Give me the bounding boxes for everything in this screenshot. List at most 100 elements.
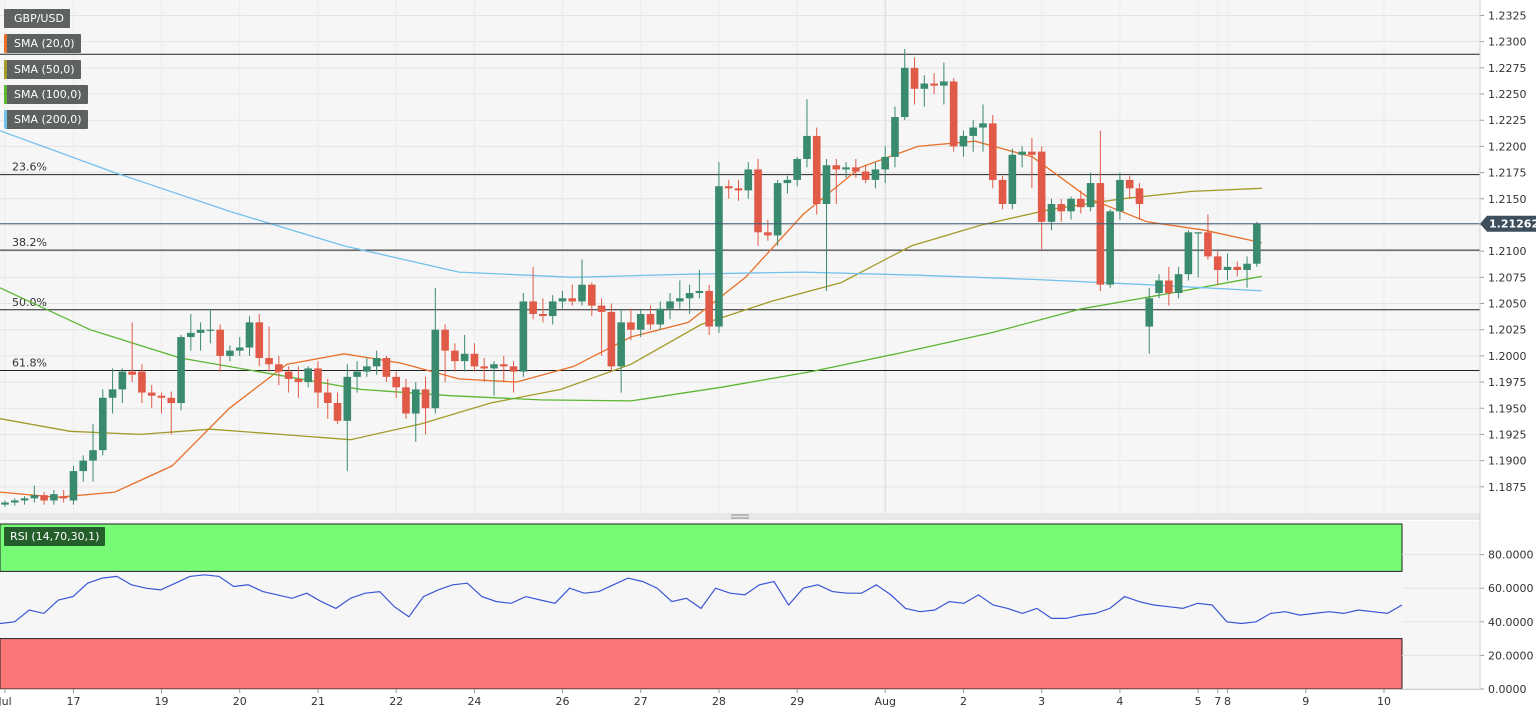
candle — [177, 334, 185, 411]
candle-body — [1028, 151, 1036, 155]
last-price-label: 1.21262 — [1489, 218, 1536, 231]
candle-body — [998, 179, 1007, 205]
time-tick-label: 24 — [467, 695, 481, 708]
candle-body — [99, 397, 107, 451]
candle — [255, 313, 264, 367]
rsi-tick-label: 60.0000 — [1488, 582, 1534, 595]
candle — [187, 313, 195, 351]
time-tick-label: 17 — [66, 695, 80, 708]
candle — [959, 130, 968, 157]
candle — [812, 127, 821, 215]
price-tick-label: 1.2300 — [1488, 36, 1527, 49]
candle-body — [40, 495, 48, 501]
legend-rsi[interactable]: RSI (14,70,30,1) — [4, 527, 106, 546]
candle-body — [1145, 298, 1154, 327]
candle — [656, 301, 665, 330]
candle — [881, 146, 889, 184]
candle-body — [59, 496, 68, 499]
rsi-zones — [0, 523, 1403, 690]
candle — [949, 78, 958, 152]
candle-body — [656, 308, 665, 325]
legend-sma20[interactable]: SMA (20,0) — [4, 34, 81, 53]
candle-body — [431, 329, 440, 409]
candle-body — [803, 135, 811, 159]
price-tick-label: 1.2025 — [1488, 324, 1527, 337]
candle-body — [1204, 232, 1212, 257]
candle — [588, 282, 596, 317]
candle-body — [1194, 232, 1202, 234]
candle — [1096, 130, 1105, 291]
candle — [979, 104, 987, 152]
candle-body — [245, 322, 254, 348]
candle-body — [50, 494, 58, 501]
candle-body — [1174, 274, 1183, 294]
sma-lines — [0, 130, 1262, 498]
candle — [392, 371, 400, 398]
candle-body — [812, 135, 821, 205]
candle — [930, 73, 938, 95]
candle-body — [1135, 188, 1144, 205]
candle — [519, 293, 528, 377]
candle — [597, 298, 606, 356]
candle-body — [646, 313, 655, 325]
legend-sma50[interactable]: SMA (50,0) — [4, 60, 81, 79]
candle — [314, 361, 322, 409]
candle-body — [1008, 154, 1017, 205]
candle — [1116, 172, 1124, 220]
candle-body — [578, 284, 586, 302]
candle — [548, 295, 557, 325]
candle-body — [79, 460, 88, 472]
candle-body — [754, 169, 762, 233]
time-tick-label: 10 — [1377, 695, 1391, 708]
price-axis: 1.1875 1.1900 1.1925 1.1950 1.1975 1.2000 1.20… — [1480, 9, 1527, 494]
rsi-axis: 0.0000 20.0000 40.0000 60.0000 80.0000 — [1480, 549, 1534, 696]
candle — [138, 364, 146, 404]
candle-body — [1086, 183, 1095, 208]
candle-body — [852, 167, 860, 172]
candle-body — [353, 371, 361, 377]
candle-body — [138, 371, 146, 393]
candle — [431, 287, 440, 414]
candle-body — [930, 83, 938, 86]
candle — [636, 308, 645, 338]
candle — [118, 368, 127, 404]
candle — [421, 376, 430, 435]
price-tick-label: 1.2250 — [1488, 88, 1527, 101]
candle — [50, 489, 58, 505]
panel-divider[interactable] — [0, 513, 1480, 520]
price-tick-label: 1.2050 — [1488, 298, 1527, 311]
candle-body — [460, 353, 469, 362]
candle-body — [284, 371, 293, 379]
candles — [1, 48, 1261, 507]
candle — [235, 337, 244, 356]
time-tick-label: 22 — [389, 695, 403, 708]
candle-body — [724, 186, 733, 189]
rsi-line-group — [0, 574, 1403, 625]
legend-sma100[interactable]: SMA (100,0) — [4, 85, 88, 104]
candle — [1028, 138, 1036, 189]
candle-body — [167, 397, 176, 404]
candle-body — [1125, 179, 1134, 189]
legend-symbol[interactable]: GBP/USD — [4, 9, 70, 28]
candle-body — [969, 127, 978, 136]
candle — [128, 322, 136, 383]
candle-body — [1184, 232, 1193, 275]
candle — [10, 498, 19, 506]
candle-body — [1243, 263, 1251, 270]
candle-body — [187, 332, 195, 338]
candle-body — [294, 378, 303, 383]
candle — [1125, 175, 1134, 199]
price-tick-label: 1.2225 — [1488, 114, 1527, 127]
candle — [1135, 183, 1144, 220]
candle — [724, 179, 733, 199]
candle-body — [1037, 151, 1046, 222]
time-tick-label: 20 — [233, 695, 247, 708]
candle — [529, 266, 537, 320]
legend-sma200[interactable]: SMA (200,0) — [4, 110, 88, 129]
candle-body — [392, 376, 400, 388]
candle — [988, 114, 997, 189]
candle — [1, 500, 9, 507]
candle-body — [871, 169, 880, 180]
time-tick-label: 4 — [1116, 695, 1123, 708]
